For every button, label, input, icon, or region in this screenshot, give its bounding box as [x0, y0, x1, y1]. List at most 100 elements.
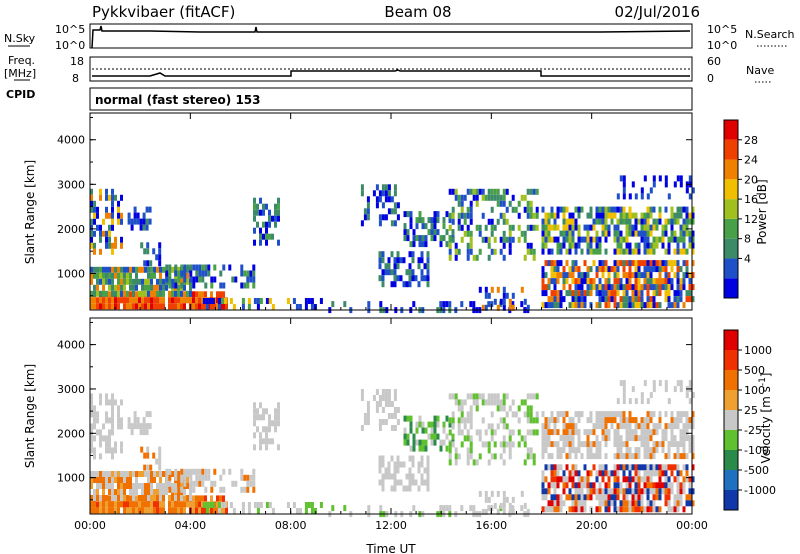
heatmap-cell	[505, 292, 509, 299]
heatmap-cell	[478, 286, 482, 293]
heatmap-cell	[511, 304, 515, 311]
heatmap-cell	[399, 479, 403, 486]
heatmap-cell	[568, 230, 572, 237]
heatmap-cell	[565, 248, 569, 255]
heatmap-cell	[679, 488, 683, 495]
heatmap-cell	[433, 427, 437, 434]
heatmap-cell	[310, 502, 314, 508]
heatmap-cell	[126, 483, 129, 489]
heatmap-cell	[529, 429, 533, 436]
heatmap-cell	[646, 417, 650, 424]
heatmap-cell	[649, 278, 653, 285]
heatmap-cell	[240, 486, 244, 493]
heatmap-cell	[378, 479, 382, 486]
heatmap-cell	[426, 257, 430, 264]
heatmap-cell	[460, 399, 464, 406]
heatmap-cell	[595, 212, 599, 219]
heatmap-cell	[565, 218, 569, 225]
heatmap-cell	[613, 482, 617, 489]
heatmap-cell	[607, 272, 611, 279]
heatmap-cell	[114, 242, 117, 249]
heatmap-cell	[129, 489, 132, 495]
heatmap-cell	[550, 441, 554, 448]
heatmap-cell	[171, 278, 174, 285]
heatmap-cell	[589, 284, 593, 291]
heatmap-cell	[156, 297, 159, 304]
heatmap-cell	[102, 303, 105, 310]
heatmap-cell	[634, 218, 638, 225]
heatmap-cell	[535, 429, 539, 436]
heatmap-cell	[240, 468, 244, 475]
heatmap-cell	[421, 439, 425, 446]
heatmap-cell	[574, 218, 578, 225]
heatmap-cell	[475, 188, 479, 195]
freq-panel: Freq. [MHz] 18 8 60 0 Nave	[4, 54, 774, 85]
heatmap-cell	[174, 290, 177, 297]
heatmap-cell	[363, 208, 367, 215]
heatmap-cell	[408, 263, 412, 270]
heatmap-cell	[457, 429, 461, 436]
heatmap-cell	[108, 447, 111, 454]
heatmap-cell	[559, 494, 563, 501]
heatmap-cell	[216, 303, 219, 310]
heatmap-cell	[541, 230, 545, 237]
freq-right-label: Nave	[746, 64, 774, 77]
heatmap-cell	[565, 494, 569, 501]
heatmap-cell	[384, 214, 388, 221]
heatmap-cell	[204, 303, 207, 310]
heatmap-cell	[183, 264, 187, 271]
heatmap-cell	[105, 501, 108, 508]
heatmap-cell	[676, 488, 680, 495]
heatmap-cell	[99, 290, 102, 297]
heatmap-cell	[475, 399, 479, 406]
heatmap-cell	[123, 303, 126, 310]
heatmap-cell	[559, 435, 563, 442]
heatmap-cell	[466, 429, 470, 436]
heatmap-cell	[426, 461, 430, 468]
heatmap-cell	[691, 423, 695, 430]
heatmap-cell	[640, 230, 644, 237]
heatmap-cell	[676, 290, 680, 297]
colorbar-tick-label: -500	[744, 464, 769, 477]
heatmap-cell	[138, 507, 141, 514]
heatmap-cell	[691, 284, 695, 291]
heatmap-cell	[201, 276, 205, 283]
heatmap-cell	[481, 304, 485, 311]
heatmap-cell	[622, 272, 626, 279]
heatmap-cell	[583, 464, 587, 471]
heatmap-cell	[162, 303, 165, 310]
heatmap-cell	[420, 461, 424, 468]
heatmap-cell	[408, 281, 412, 288]
heatmap-cell	[577, 266, 581, 273]
heatmap-cell	[676, 380, 680, 387]
heatmap-cell	[517, 429, 521, 436]
heatmap-cell	[117, 471, 120, 477]
heatmap-cell	[136, 218, 140, 225]
heatmap-cell	[610, 218, 614, 225]
heatmap-cell	[676, 482, 680, 489]
heatmap-cell	[265, 432, 268, 439]
heatmap-cell	[571, 302, 575, 309]
heatmap-cell	[177, 297, 180, 304]
heatmap-cell	[691, 447, 695, 454]
heatmap-cell	[117, 212, 120, 219]
colorbar-tick-label: 1000	[744, 344, 772, 357]
heatmap-cell	[571, 224, 575, 231]
heatmap-cell	[146, 464, 150, 471]
heatmap-cell	[613, 266, 617, 273]
heatmap-cell	[165, 264, 169, 271]
heatmap-cell	[457, 405, 461, 412]
heatmap-cell	[544, 476, 548, 483]
heatmap-cell	[253, 203, 256, 210]
heatmap-cell	[526, 393, 530, 400]
heatmap-cell	[556, 453, 560, 460]
heatmap-cell	[180, 270, 184, 277]
heatmap-cell	[117, 297, 120, 304]
heatmap-cell	[111, 266, 114, 273]
heatmap-cell	[186, 264, 190, 271]
heatmap-cell	[310, 508, 314, 514]
heatmap-cell	[601, 218, 605, 225]
colorbar-swatch	[724, 238, 738, 259]
heatmap-cell	[679, 175, 683, 182]
heatmap-cell	[607, 482, 611, 489]
